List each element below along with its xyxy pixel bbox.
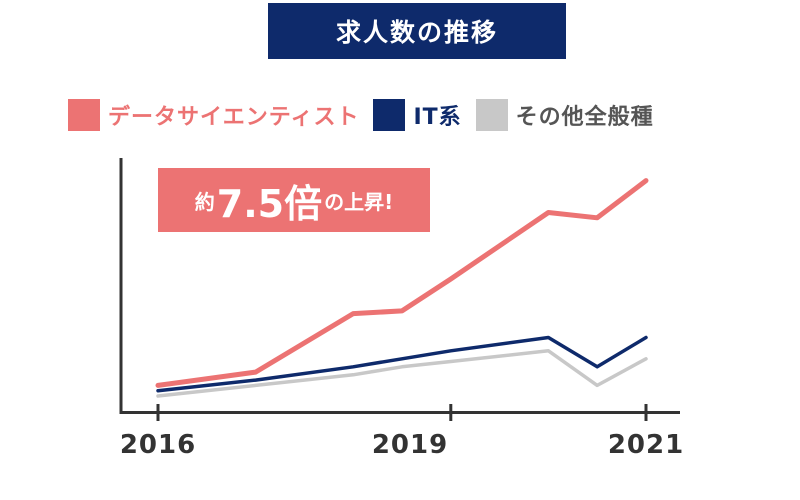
legend-item-other: その他全般種 <box>475 99 654 131</box>
callout-suffix: の上昇! <box>324 189 394 214</box>
legend: データサイエンティスト IT系 その他全般種 <box>68 98 668 132</box>
x-tick-label-2016: 2016 <box>119 430 197 460</box>
legend-label-it: IT系 <box>413 105 462 130</box>
x-tick-label-2019: 2019 <box>371 430 449 460</box>
legend-swatch-it <box>373 99 406 131</box>
callout-value: 7.5倍 <box>216 181 323 226</box>
callout-badge: 約 7.5倍 の上昇! <box>158 168 430 232</box>
legend-swatch-other <box>475 99 508 131</box>
legend-swatch-data-scientist <box>68 99 100 131</box>
line-data-scientist <box>155 178 649 388</box>
chart-title: 求人数の推移 <box>268 3 566 59</box>
line-other <box>156 349 648 398</box>
callout-prefix: 約 <box>194 189 215 214</box>
legend-label-other: その他全般種 <box>515 105 654 130</box>
x-tick-label-2021: 2021 <box>607 430 685 460</box>
line-it <box>156 335 648 393</box>
legend-item-it: IT系 <box>373 99 461 131</box>
legend-item-data-scientist: データサイエンティスト <box>68 99 359 131</box>
legend-label-data-scientist: データサイエンティスト <box>108 105 360 130</box>
